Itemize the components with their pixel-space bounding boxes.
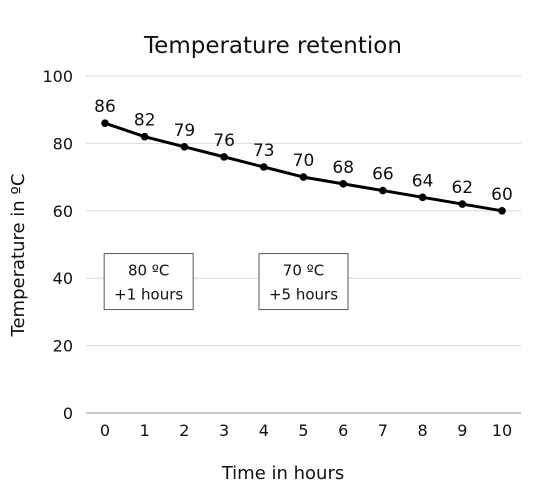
data-point [220, 153, 228, 161]
annotation-box-1: 80 ºC +1 hours [103, 253, 194, 311]
data-label: 64 [412, 171, 434, 191]
annotation-frame [258, 253, 349, 311]
data-label: 73 [253, 141, 275, 161]
annotation-text: +5 hours [269, 286, 338, 304]
data-point [339, 180, 348, 188]
y-tick-label: 80 [53, 134, 73, 153]
annotation-box-2: 70 ºC +5 hours [258, 253, 349, 311]
series-line [101, 119, 506, 215]
data-point [140, 132, 149, 141]
y-tick-label: 100 [42, 67, 73, 86]
x-axis-ticks: 0 1 2 3 4 5 6 7 8 9 10 [100, 421, 512, 440]
chart-title: Temperature retention [143, 33, 402, 59]
data-label: 86 [94, 97, 116, 117]
x-tick-label: 0 [100, 421, 110, 440]
annotations: 80 ºC +1 hours 70 ºC +5 hours [103, 253, 349, 311]
x-tick-label: 6 [338, 421, 348, 440]
data-point [260, 163, 268, 171]
annotation-text: 80 ºC [128, 262, 169, 280]
annotation-frame [103, 253, 194, 311]
data-point [180, 142, 189, 151]
annotation-text: 70 ºC [283, 262, 324, 280]
data-label: 82 [134, 111, 156, 131]
x-tick-label: 7 [378, 421, 388, 440]
x-tick-label: 5 [298, 421, 308, 440]
y-tick-label: 40 [53, 269, 73, 288]
x-tick-label: 8 [418, 421, 428, 440]
x-tick-label: 3 [219, 421, 229, 440]
annotation-text: +1 hours [114, 286, 183, 304]
x-tick-label: 4 [259, 421, 269, 440]
y-axis-label: Temperature in ºC [8, 174, 29, 338]
data-label: 68 [332, 158, 354, 178]
x-axis-label: Time in hours [221, 463, 345, 484]
data-label: 79 [174, 121, 196, 141]
data-label: 60 [491, 185, 513, 205]
y-tick-label: 0 [63, 404, 73, 423]
data-label: 62 [451, 178, 473, 198]
y-tick-label: 20 [53, 337, 73, 356]
x-tick-label: 2 [179, 421, 189, 440]
data-point [498, 207, 506, 215]
data-label: 66 [372, 165, 394, 185]
data-labels: 86 82 79 76 73 70 68 66 64 62 60 [94, 97, 513, 205]
data-label: 70 [293, 151, 315, 171]
x-tick-label: 1 [140, 421, 150, 440]
data-point [299, 173, 308, 181]
data-label: 76 [213, 131, 235, 151]
data-point [458, 200, 467, 208]
x-tick-label: 10 [492, 421, 512, 440]
y-tick-label: 60 [53, 202, 73, 221]
x-tick-label: 9 [457, 421, 467, 440]
data-point [418, 193, 427, 202]
data-point [101, 119, 109, 127]
data-point [379, 186, 387, 195]
y-axis-ticks: 0 20 40 60 80 100 [42, 67, 73, 423]
